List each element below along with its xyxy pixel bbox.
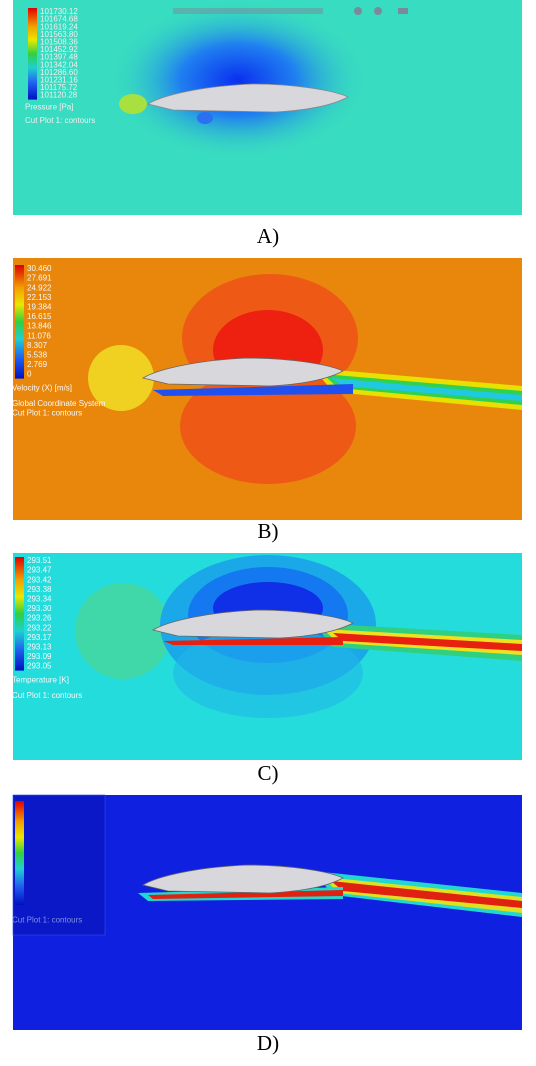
legend-value: 293.05: [27, 662, 52, 671]
legend-value: 293.22: [27, 623, 52, 632]
caption: B): [258, 519, 279, 543]
legend-value: 22.153: [27, 293, 52, 302]
legend-value: 13.846: [27, 322, 52, 331]
legend-title: Temperature [K]: [12, 675, 69, 684]
caption: D): [257, 1031, 279, 1055]
legend-value: 24.922: [27, 283, 52, 292]
panel-b: [13, 258, 522, 520]
legend-value: 293.30: [27, 604, 52, 613]
color-bar: [28, 8, 37, 100]
legend-value: 293.34: [27, 595, 52, 604]
legend-value: 30.460: [27, 264, 52, 273]
caption: A): [257, 224, 279, 248]
color-bar: [15, 557, 24, 671]
legend-value: 5.538: [27, 351, 48, 360]
legend-value: 101120.28: [40, 91, 78, 100]
legend-value: 293.51: [27, 556, 52, 565]
legend-note: Cut Plot 1: contours: [12, 916, 82, 925]
legend-value: 293.47: [27, 566, 52, 575]
legend-value: 293.09: [27, 652, 52, 661]
legend-value: 19.384: [27, 303, 52, 312]
legend-note: Cut Plot 1: contours: [12, 691, 82, 700]
legend-note: Cut Plot 1: contours: [25, 116, 95, 125]
legend-value: 16.615: [27, 312, 52, 321]
legend-value: 293.17: [27, 633, 52, 642]
legend-note: Global Coordinate System: [12, 399, 106, 408]
legend-value: 27.691: [27, 274, 52, 283]
legend-value: 293.38: [27, 585, 52, 594]
legend-value: 8.307: [27, 341, 48, 350]
color-bar: [15, 265, 24, 379]
legend-value: 2.769: [27, 360, 48, 369]
legend-value: 293.26: [27, 614, 52, 623]
figure: A)101730.12101674.68101619.24101563.8010…: [0, 0, 536, 1066]
legend-note: Cut Plot 1: contours: [12, 409, 82, 418]
panel-d: [13, 795, 522, 1030]
legend-value: 0: [27, 370, 32, 379]
panel-c: [13, 553, 522, 760]
panel-a: [13, 0, 522, 215]
legend-title: Velocity (X) [m/s]: [12, 383, 72, 392]
legend-title: Pressure [Pa]: [25, 102, 73, 111]
legend-value: 11.076: [27, 331, 51, 340]
legend-value: 293.42: [27, 575, 52, 584]
page: A)101730.12101674.68101619.24101563.8010…: [0, 0, 536, 1066]
legend-value: 293.13: [27, 643, 52, 652]
caption: C): [258, 761, 279, 785]
color-bar: [15, 801, 24, 905]
